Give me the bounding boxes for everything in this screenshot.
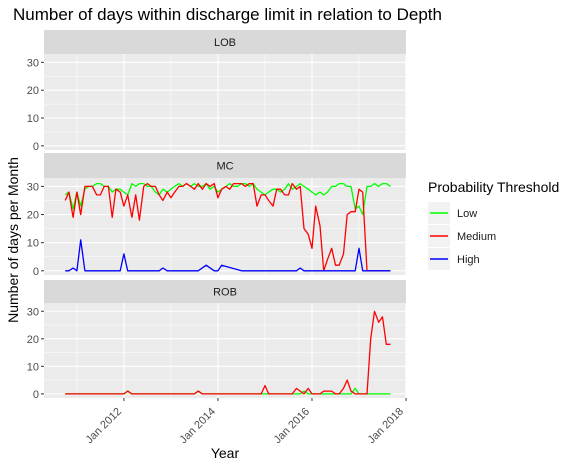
y-tick-label: 20 xyxy=(27,85,39,97)
y-tick-label: 20 xyxy=(27,334,39,346)
y-tick-label: 30 xyxy=(27,57,39,69)
y-tick-label: 10 xyxy=(27,238,39,250)
y-tick-label: 30 xyxy=(27,181,39,193)
series-line-medium xyxy=(65,310,391,395)
facet-strip-label: LOB xyxy=(214,37,236,49)
facet-strip xyxy=(44,153,406,178)
y-tick-label: 30 xyxy=(27,306,39,318)
facet-strip-label: MC xyxy=(216,161,233,173)
legend-title: Probability Threshold xyxy=(428,179,559,195)
chart-title: Number of days within discharge limit in… xyxy=(13,5,442,24)
facet-panel-lob: LOB 0 10 20 30 xyxy=(27,30,407,153)
x-axis: Jan 2012 Jan 2014 Jan 2016 Jan 2018 xyxy=(84,398,407,446)
panel-background xyxy=(44,303,406,398)
y-tick-label: 10 xyxy=(27,113,39,125)
x-tick-label: Jan 2014 xyxy=(178,406,218,446)
facet-panel-rob: ROB 0 10 20 30 xyxy=(27,280,407,401)
series-line-medium xyxy=(64,182,391,272)
x-tick-label: Jan 2012 xyxy=(84,406,124,446)
legend-label: Low xyxy=(457,208,477,220)
series-line-low xyxy=(64,182,391,216)
facet-panels: LOB 0 10 20 30 MC 0 10 20 30 ROB 0 10 20 30 xyxy=(27,30,407,401)
legend-label: Medium xyxy=(457,231,496,243)
legend-entries: Low Medium High xyxy=(428,202,496,270)
panel-background xyxy=(44,54,406,150)
y-tick-label: 0 xyxy=(33,141,39,153)
legend-entry-high: High xyxy=(428,248,480,270)
legend-entry-medium: Medium xyxy=(428,225,496,247)
y-tick-label: 10 xyxy=(27,361,39,373)
y-tick-label: 20 xyxy=(27,210,39,222)
facet-strip xyxy=(44,280,406,303)
facet-strip xyxy=(44,30,406,54)
y-tick-label: 0 xyxy=(33,389,39,401)
x-tick-label: Jan 2016 xyxy=(272,406,312,446)
x-axis-label: Year xyxy=(211,445,240,461)
x-tick-label: Jan 2018 xyxy=(366,406,406,446)
legend: Probability Threshold Low Medium High xyxy=(428,179,559,270)
y-tick-label: 0 xyxy=(33,266,39,278)
y-axis-label: Number of days per Month xyxy=(5,157,21,323)
series-line-high xyxy=(65,239,391,272)
legend-entry-low: Low xyxy=(428,202,477,224)
facet-strip-label: ROB xyxy=(213,287,237,299)
facet-panel-mc: MC 0 10 20 30 xyxy=(27,153,407,278)
legend-label: High xyxy=(457,254,480,266)
